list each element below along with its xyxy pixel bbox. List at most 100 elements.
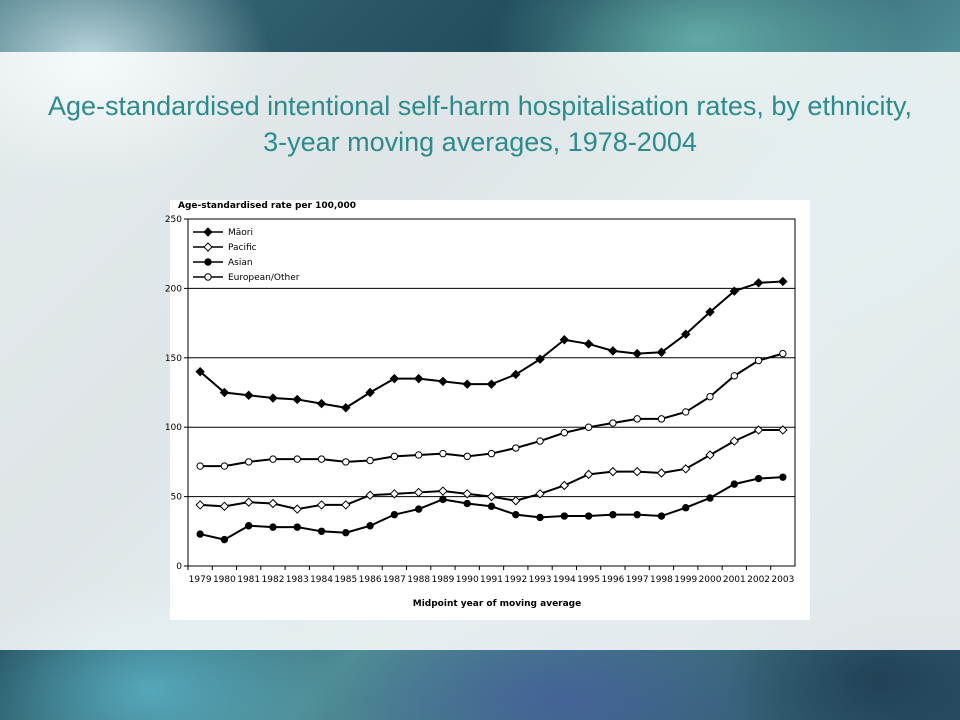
data-point-maori [341, 403, 351, 413]
legend-marker [204, 273, 212, 281]
data-point-maori [632, 348, 642, 359]
x-tick-label: 1985 [334, 575, 357, 585]
data-point-maori [219, 387, 230, 398]
x-tick-label: 1995 [577, 575, 600, 585]
series-maori [195, 276, 788, 413]
data-point-asian [512, 510, 520, 519]
x-tick-label: 1982 [262, 575, 285, 585]
data-point-pacific [632, 466, 642, 477]
data-point-european-other [633, 415, 641, 423]
y-tick-label: 150 [165, 354, 182, 364]
x-tick-label: 1984 [310, 575, 333, 585]
data-point-pacific [243, 497, 254, 507]
x-tick-label: 1996 [601, 575, 624, 585]
data-point-asian [682, 504, 690, 512]
data-point-european-other [317, 455, 326, 463]
x-tick-label: 1990 [456, 575, 479, 585]
data-point-pacific [583, 469, 594, 480]
x-tick-label: 1993 [529, 575, 552, 585]
data-point-european-other [754, 356, 763, 365]
data-point-european-other [439, 449, 447, 458]
data-point-pacific [438, 486, 448, 496]
data-point-pacific [705, 450, 715, 460]
data-point-asian [560, 512, 569, 520]
x-tick-label: 1983 [286, 575, 309, 585]
data-point-european-other [366, 456, 374, 465]
legend-label: European/Other [228, 273, 300, 283]
series-pacific [195, 425, 788, 514]
x-tick-label: 1991 [480, 575, 503, 585]
legend-label: Pacific [228, 243, 257, 253]
data-point-asian [293, 523, 301, 531]
x-tick-label: 1988 [407, 575, 430, 585]
y-tick-label: 0 [176, 562, 182, 572]
x-tick-label: 1997 [626, 575, 649, 585]
x-tick-label: 1987 [383, 575, 406, 585]
data-point-european-other [390, 452, 399, 461]
data-point-european-other [560, 429, 569, 437]
x-tick-label: 2002 [747, 575, 770, 585]
data-point-maori [583, 339, 594, 349]
x-tick-label: 1999 [674, 575, 697, 585]
data-point-european-other [682, 408, 690, 416]
data-point-asian [245, 522, 253, 530]
data-point-maori [753, 278, 764, 288]
data-point-maori [438, 376, 448, 387]
legend-label: Māori [228, 228, 253, 238]
data-point-european-other [779, 349, 787, 358]
legend-item-european-other: European/Other [193, 273, 300, 283]
data-point-maori [559, 335, 570, 345]
legend-item-pacific: Pacific [193, 242, 257, 253]
x-tick-labels: 1979 1980 1981 1982 1983 1984 1985 1986 1987 1988… [187, 566, 794, 585]
y-axis-title: Age-standardised rate per 100,000 [178, 201, 356, 211]
legend-item-asian: Asian [193, 258, 253, 268]
data-point-maori [486, 379, 497, 389]
data-point-european-other [269, 455, 277, 463]
data-point-pacific [292, 504, 302, 514]
data-point-asian [366, 522, 374, 530]
legend-label: Asian [228, 258, 253, 268]
plot-area [187, 218, 796, 567]
series-asian [196, 473, 787, 544]
data-point-maori [705, 307, 715, 317]
data-point-asian [609, 510, 617, 519]
data-point-pacific [559, 480, 570, 491]
data-point-pacific [365, 490, 375, 500]
data-point-european-other [706, 392, 714, 401]
data-point-pacific [729, 436, 740, 446]
data-point-european-other [463, 452, 471, 461]
data-point-asian [390, 510, 399, 519]
data-point-maori [511, 369, 521, 380]
data-point-pacific [462, 489, 472, 499]
legend: Māori Pacific Asian European/Other [193, 227, 300, 283]
data-point-pacific [341, 500, 351, 510]
data-point-maori [778, 276, 788, 287]
data-point-asian [657, 512, 666, 520]
y-tick-label: 250 [165, 215, 182, 225]
data-point-asian [633, 510, 641, 519]
series-european-other [196, 349, 787, 470]
data-point-asian [487, 502, 496, 511]
data-point-maori [365, 387, 375, 398]
data-point-maori [389, 373, 400, 384]
data-point-asian [536, 513, 544, 522]
data-point-pacific [778, 425, 788, 435]
data-point-asian [220, 535, 229, 544]
data-point-european-other [245, 458, 253, 466]
data-point-european-other [487, 449, 496, 458]
data-point-asian [414, 505, 423, 513]
data-point-asian [706, 494, 714, 502]
data-point-european-other [293, 455, 301, 463]
legend-marker [203, 242, 213, 252]
data-point-asian [730, 480, 738, 488]
data-point-european-other [512, 444, 520, 452]
data-point-maori [608, 346, 618, 356]
data-point-pacific [608, 466, 618, 477]
data-point-maori [316, 398, 327, 409]
data-point-pacific [681, 464, 691, 474]
data-point-european-other [584, 423, 593, 431]
data-point-pacific [268, 498, 278, 509]
data-point-asian [584, 512, 593, 520]
data-point-asian [779, 473, 787, 481]
